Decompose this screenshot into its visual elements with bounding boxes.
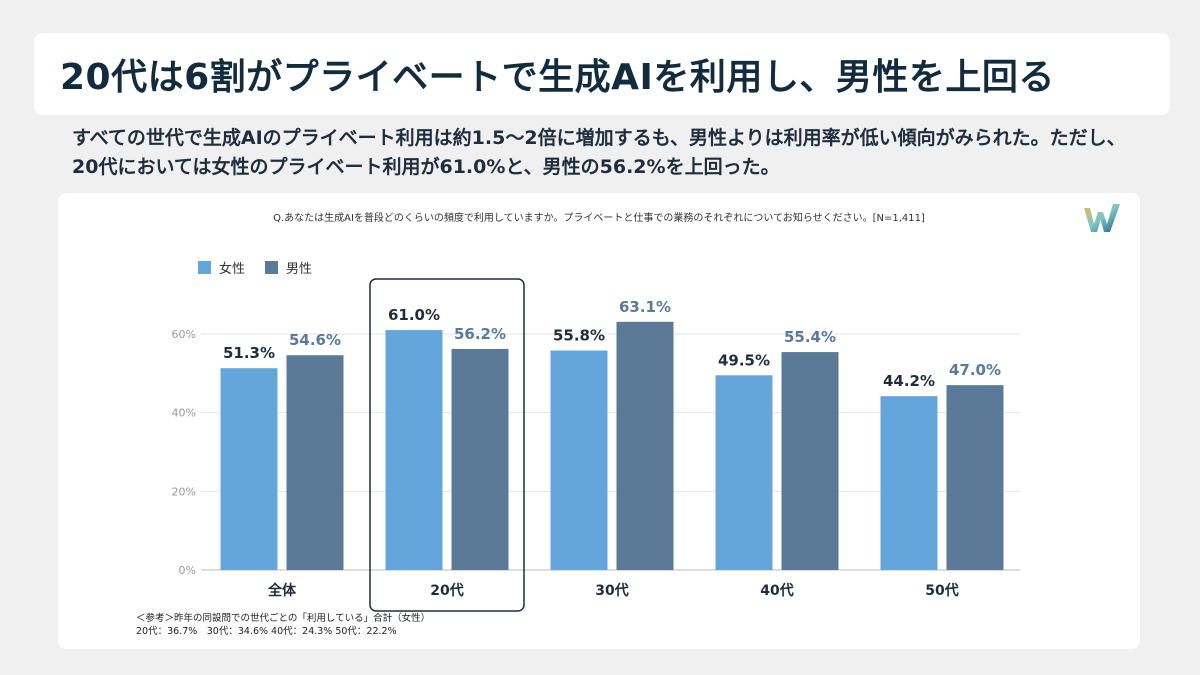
reference-note-line-2: 20代：36.7% 30代：34.6% 40代：24.3% 50代：22.2%: [136, 626, 397, 637]
reference-note: ＜参考＞昨年の同設問での世代ごとの「利用している」合計（女性） 20代：36.7…: [136, 612, 430, 638]
legend-item-female: 女性: [198, 258, 245, 277]
bar-female-4: [880, 396, 938, 570]
highlight-box-20s: [369, 278, 525, 612]
y-tick-label: 40%: [172, 407, 196, 420]
bar-male-2: [616, 321, 674, 570]
y-tick-label: 60%: [172, 328, 196, 341]
data-label-female-0: 51.3%: [223, 344, 275, 362]
data-label-male-1: 56.2%: [454, 325, 506, 343]
x-tick-label: 30代: [595, 582, 628, 599]
w-logo-icon: [1084, 204, 1120, 232]
data-label-female-2: 55.8%: [553, 327, 605, 345]
data-label-male-4: 47.0%: [949, 361, 1001, 379]
legend-label-female: 女性: [219, 262, 246, 277]
x-tick-label: 全体: [267, 582, 297, 599]
legend-swatch-female: [198, 261, 211, 274]
title-box: 20代は6割がプライベートで生成AIを利用し、男性を上回る: [34, 33, 1170, 115]
data-label-male-0: 54.6%: [289, 331, 341, 349]
data-label-male-2: 63.1%: [619, 298, 671, 316]
page-title: 20代は6割がプライベートで生成AIを利用し、男性を上回る: [60, 57, 1055, 98]
legend-label-male: 男性: [286, 262, 313, 277]
bar-chart: 0% 20% 40% 60% 51.3% 54.6% 全体 61.0% 56.2% 20代 55.8…: [172, 278, 1020, 612]
page-subtitle: すべての世代で生成AIのプライベート利用は約1.5～2倍に増加するも、男性よりは…: [72, 127, 1126, 178]
bar-female-1: [385, 330, 443, 570]
bar-male-1: [451, 348, 509, 570]
legend-item-male: 男性: [265, 258, 312, 277]
x-tick-label: 50代: [925, 582, 958, 599]
bar-female-0: [220, 368, 278, 570]
x-tick-label: 20代: [430, 582, 463, 599]
data-label-female-1: 61.0%: [388, 306, 440, 324]
data-label-male-3: 55.4%: [784, 328, 836, 346]
x-tick-label: 40代: [760, 582, 793, 599]
survey-question: Q.あなたは生成AIを普段どのくらいの頻度で利用していますか。プライベートと仕事…: [273, 213, 925, 224]
chart-legend: 女性 男性: [198, 258, 312, 277]
bar-female-3: [715, 375, 773, 570]
data-label-female-4: 44.2%: [883, 372, 935, 390]
chart-card: Q.あなたは生成AIを普段どのくらいの頻度で利用していますか。プライベートと仕事…: [58, 193, 1140, 649]
bar-male-4: [946, 385, 1004, 570]
y-tick-label: 0%: [179, 564, 196, 577]
bar-male-3: [781, 352, 839, 570]
data-label-female-3: 49.5%: [718, 351, 770, 369]
legend-swatch-male: [265, 261, 279, 274]
bar-female-2: [550, 350, 608, 570]
y-tick-label: 20%: [172, 485, 196, 498]
bar-male-0: [286, 355, 344, 570]
reference-note-line-1: ＜参考＞昨年の同設問での世代ごとの「利用している」合計（女性）: [136, 613, 431, 624]
